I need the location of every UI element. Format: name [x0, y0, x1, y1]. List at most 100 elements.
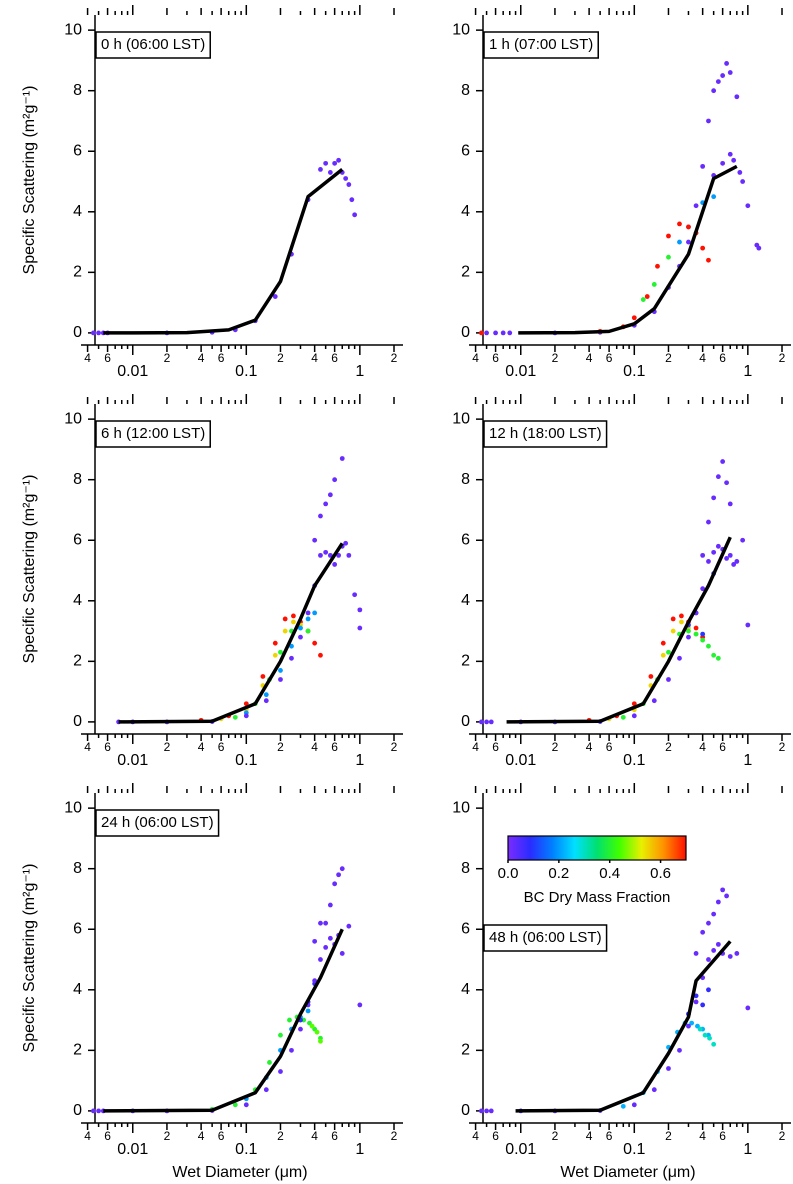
colorbar-label: BC Dry Mass Fraction	[524, 889, 671, 906]
data-point	[727, 151, 733, 157]
data-point	[640, 297, 646, 302]
colorbar-tick-label: 0.4	[599, 865, 620, 882]
data-point	[332, 881, 338, 887]
data-point	[484, 330, 489, 336]
data-point	[706, 957, 711, 962]
y-tick-label: 4	[73, 981, 82, 998]
data-point	[305, 616, 311, 622]
data-point	[706, 559, 711, 564]
data-point	[666, 233, 671, 239]
data-point	[478, 1108, 484, 1114]
data-point	[312, 610, 318, 616]
y-tick-label: 0	[461, 713, 470, 730]
data-point	[298, 625, 303, 631]
data-point	[336, 552, 341, 558]
data-point	[693, 999, 699, 1005]
data-point	[711, 194, 717, 200]
x-tick-label: 0.1	[623, 1141, 645, 1158]
x-tick-label-minor: 6	[606, 740, 613, 754]
colorbar-tick-label: 0.0	[498, 865, 519, 882]
data-point	[660, 652, 666, 658]
data-point	[711, 495, 717, 501]
data-point	[289, 655, 294, 661]
x-tick-label-minor: 2	[164, 351, 171, 365]
y-axis-label: Specific Scattering (m²g⁻¹)	[21, 86, 38, 275]
y-tick-label: 0	[461, 324, 470, 341]
data-point	[686, 628, 691, 634]
panel-label: 12 h (18:00 LST)	[489, 425, 602, 442]
data-point	[323, 160, 329, 166]
data-point	[346, 552, 352, 558]
x-tick-label-minor: 4	[84, 351, 91, 365]
data-point	[318, 167, 323, 172]
data-point	[677, 221, 682, 227]
mean-line	[518, 164, 738, 335]
data-point	[731, 562, 737, 567]
mean-line	[103, 928, 344, 1113]
data-point	[272, 294, 278, 299]
data-point	[711, 652, 717, 658]
data-point	[693, 631, 699, 637]
data-point	[756, 245, 762, 251]
data-point	[90, 330, 96, 336]
x-tick-label: 0.1	[623, 752, 645, 769]
y-tick-label: 0	[73, 1102, 82, 1119]
x-tick-label-minor: 4	[586, 740, 593, 754]
data-point	[734, 559, 740, 564]
y-tick-label: 2	[73, 264, 82, 281]
data-point	[740, 179, 746, 184]
x-tick-label-minor: 6	[104, 740, 111, 754]
data-point	[745, 203, 751, 209]
data-point	[243, 1102, 249, 1108]
y-tick-label: 0	[73, 324, 82, 341]
x-tick-label: 1	[743, 363, 752, 380]
data-point	[312, 537, 318, 543]
data-point	[727, 954, 733, 959]
data-point	[263, 1087, 269, 1093]
data-point	[720, 73, 726, 78]
x-tick-label-minor: 4	[311, 740, 318, 754]
data-point	[484, 1108, 489, 1114]
x-tick-label-minor: 4	[84, 740, 91, 754]
y-tick-label: 10	[64, 799, 82, 816]
y-tick-label: 2	[73, 1042, 82, 1059]
data-point	[644, 294, 650, 299]
data-point	[305, 1008, 311, 1014]
data-point	[631, 713, 637, 719]
data-point	[336, 872, 341, 878]
data-point	[318, 920, 323, 926]
data-point	[488, 1108, 494, 1114]
y-tick-label: 8	[461, 471, 470, 488]
data-point	[278, 1069, 283, 1074]
x-tick-label-minor: 2	[391, 740, 398, 754]
data-point	[309, 1023, 315, 1029]
data-point	[357, 625, 363, 631]
data-point	[327, 170, 333, 175]
data-point	[727, 70, 733, 75]
x-tick-label: 0.1	[235, 363, 257, 380]
data-point	[700, 245, 706, 251]
y-tick-label: 6	[73, 142, 82, 159]
data-point	[651, 282, 657, 287]
data-point	[734, 94, 740, 100]
y-tick-label: 6	[73, 531, 82, 548]
data-point	[693, 625, 699, 631]
x-tick-label: 0.1	[235, 1141, 257, 1158]
y-tick-label: 10	[452, 799, 470, 816]
data-point	[727, 552, 733, 558]
data-point	[715, 474, 721, 480]
data-point	[727, 501, 733, 507]
colorbar	[507, 835, 687, 861]
y-tick-label: 8	[73, 860, 82, 877]
data-point	[282, 616, 288, 622]
data-point	[720, 887, 726, 893]
data-point	[620, 1103, 626, 1109]
data-point	[660, 640, 666, 646]
y-tick-label: 10	[452, 410, 470, 427]
y-axis-label: Specific Scattering (m²g⁻¹)	[21, 864, 38, 1053]
mean-line	[515, 940, 732, 1113]
x-tick-label-minor: 2	[391, 351, 398, 365]
data-point	[686, 634, 691, 640]
